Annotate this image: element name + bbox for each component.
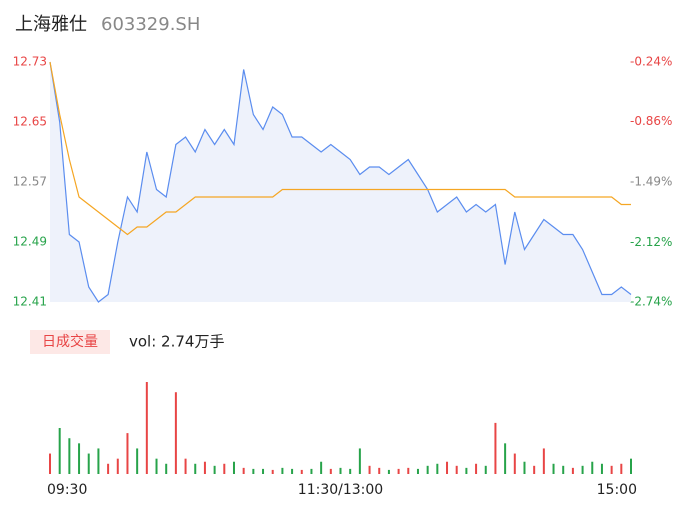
volume-bar xyxy=(358,448,361,474)
y-tick-label: 12.57 xyxy=(13,175,47,189)
volume-bar xyxy=(291,468,294,474)
volume-bar xyxy=(610,465,613,474)
volume-label: vol: 2.74万手 xyxy=(129,333,224,351)
volume-bar xyxy=(630,458,632,474)
volume-bar xyxy=(426,465,429,474)
volume-bar xyxy=(339,467,342,474)
x-tick-label: 11:30/13:00 xyxy=(298,482,383,498)
price-area xyxy=(50,62,631,302)
volume-bar xyxy=(203,461,206,474)
volume-bar xyxy=(620,463,623,474)
volume-bar xyxy=(407,467,410,474)
x-tick-label: 09:30 xyxy=(47,482,87,498)
volume-bar xyxy=(387,469,390,474)
volume-bar xyxy=(465,467,468,474)
y2-tick-label: -0.24% xyxy=(630,55,672,69)
y-tick-label: 12.73 xyxy=(13,55,47,69)
series-line xyxy=(49,61,632,303)
volume-bar xyxy=(145,382,148,474)
volume-bar xyxy=(455,465,458,474)
volume-bar xyxy=(300,469,303,474)
volume-bar xyxy=(504,443,507,474)
volume-bar xyxy=(271,469,274,474)
volume-bar xyxy=(533,465,536,474)
volume-bar xyxy=(184,458,187,474)
volume-bar xyxy=(49,453,51,474)
volume-bar xyxy=(107,463,110,474)
volume-bar xyxy=(329,468,332,474)
volume-bar xyxy=(320,461,323,474)
volume-bar xyxy=(174,392,177,474)
volume-bar xyxy=(232,461,235,474)
volume-bar xyxy=(446,461,449,474)
volume-bar xyxy=(136,448,139,474)
volume-bar xyxy=(494,422,497,474)
volume-bar xyxy=(416,468,419,474)
volume-bar xyxy=(78,443,81,474)
volume-bar xyxy=(165,463,168,474)
volume-bar xyxy=(397,468,400,474)
volume-bar xyxy=(591,461,594,474)
y2-tick-label: -2.12% xyxy=(630,235,672,249)
volume-bar xyxy=(562,465,565,474)
volume-bar xyxy=(475,463,478,474)
volume-bar xyxy=(571,467,574,474)
volume-bar xyxy=(542,448,545,474)
volume-bar xyxy=(194,463,197,474)
volume-bar xyxy=(484,465,487,474)
volume-bar xyxy=(242,467,245,474)
volume-bar xyxy=(87,453,90,474)
volume-tag-box xyxy=(30,330,110,354)
y2-tick-label: -0.86% xyxy=(630,114,672,128)
volume-bar xyxy=(155,458,158,474)
y-tick-label: 12.65 xyxy=(13,115,47,129)
volume-bar xyxy=(97,448,100,474)
x-tick-label: 15:00 xyxy=(597,482,637,498)
stock-code: 603329.SH xyxy=(101,14,200,35)
volume-bar xyxy=(523,461,526,474)
volume-bar xyxy=(600,463,603,474)
volume-bar xyxy=(552,463,555,474)
volume-bar xyxy=(310,468,313,474)
volume-bar xyxy=(368,465,371,474)
volume-bar xyxy=(116,458,119,474)
volume-bar xyxy=(126,433,129,474)
volume-bar xyxy=(262,468,265,474)
volume-bar xyxy=(68,438,71,474)
volume-bar xyxy=(349,468,352,474)
volume-bar xyxy=(58,428,61,474)
volume-bar xyxy=(581,465,584,474)
volume-bar xyxy=(436,463,439,474)
y2-tick-label: -1.49% xyxy=(630,175,672,189)
volume-tag: 日成交量 xyxy=(42,333,98,350)
volume-bar xyxy=(223,463,226,474)
y-tick-label: 12.41 xyxy=(13,295,47,309)
volume-bar xyxy=(513,453,516,474)
volume-bar xyxy=(213,465,216,474)
y2-tick-label: -2.74% xyxy=(630,295,672,309)
stock-name: 上海雅仕 xyxy=(15,14,87,35)
volume-bar xyxy=(252,468,255,474)
volume-bar xyxy=(378,467,381,474)
volume-bar xyxy=(281,467,284,474)
series-line xyxy=(49,61,631,236)
y-tick-label: 12.49 xyxy=(13,235,47,249)
